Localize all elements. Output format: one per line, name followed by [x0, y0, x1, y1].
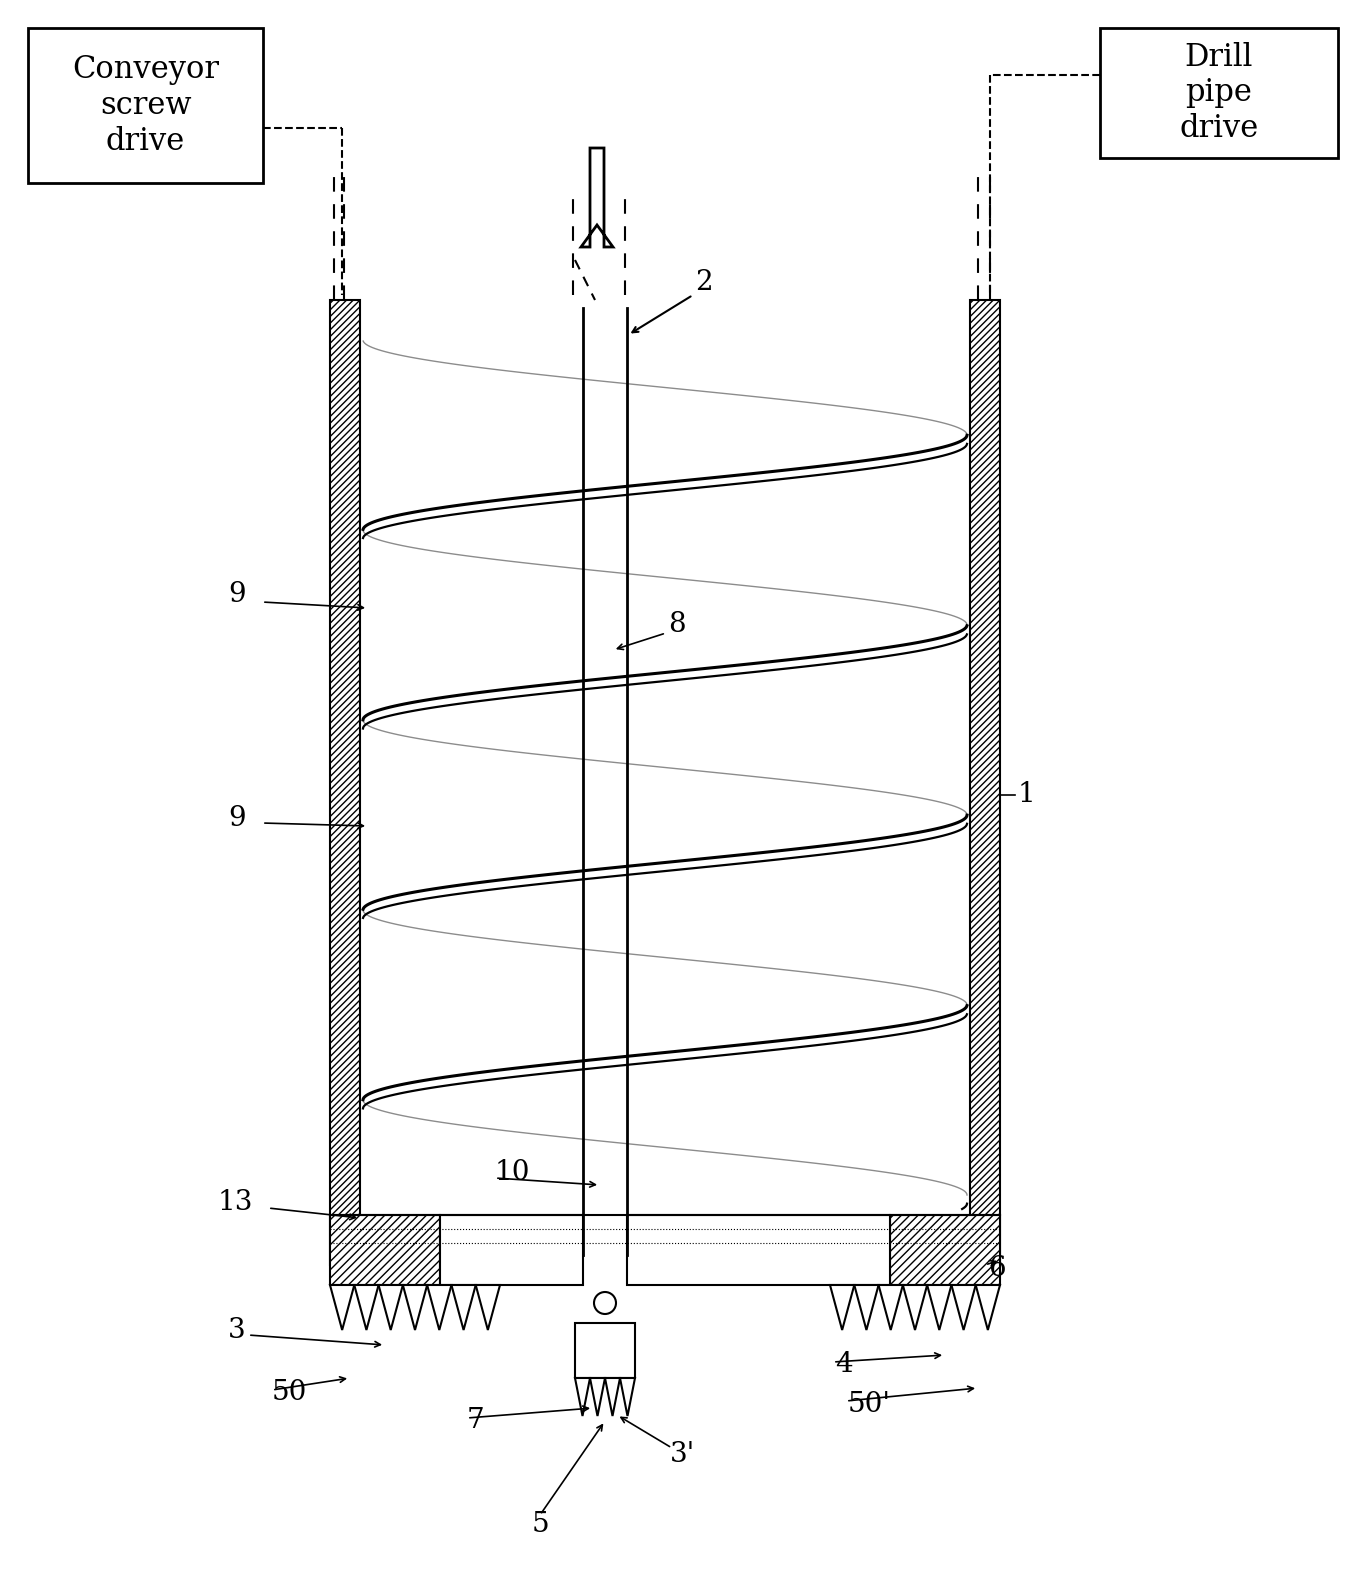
Bar: [440, 1214, 583, 1285]
Text: 10: 10: [494, 1158, 530, 1186]
Bar: [891, 1214, 1000, 1285]
Polygon shape: [928, 1285, 952, 1331]
Polygon shape: [354, 1285, 378, 1331]
Text: 6: 6: [988, 1255, 1005, 1282]
Polygon shape: [428, 1285, 451, 1331]
Bar: [331, 300, 361, 1265]
Text: 5: 5: [531, 1511, 549, 1539]
Text: 9: 9: [228, 805, 246, 832]
Bar: [575, 1323, 635, 1378]
Polygon shape: [878, 1285, 903, 1331]
Polygon shape: [378, 1285, 403, 1331]
Polygon shape: [952, 1285, 975, 1331]
Polygon shape: [575, 1378, 590, 1415]
Polygon shape: [975, 1285, 1000, 1331]
Polygon shape: [605, 1378, 620, 1415]
Text: 9: 9: [228, 582, 246, 609]
Polygon shape: [620, 1378, 635, 1415]
Bar: [970, 300, 1000, 1265]
Polygon shape: [590, 1378, 605, 1415]
Bar: [331, 1214, 440, 1285]
Text: 7: 7: [467, 1406, 485, 1434]
Text: 50: 50: [272, 1379, 307, 1406]
Text: 4: 4: [835, 1351, 852, 1379]
Bar: [1100, 28, 1339, 158]
Circle shape: [594, 1291, 616, 1313]
Text: 13: 13: [219, 1188, 253, 1216]
Text: 3: 3: [228, 1316, 246, 1343]
Polygon shape: [475, 1285, 500, 1331]
Text: 2: 2: [695, 268, 713, 295]
Text: 3': 3': [669, 1442, 695, 1469]
Bar: [627, 1214, 891, 1285]
Polygon shape: [831, 1285, 854, 1331]
Polygon shape: [451, 1285, 475, 1331]
Text: 50': 50': [848, 1392, 891, 1418]
Polygon shape: [854, 1285, 878, 1331]
Text: Drill
pipe
drive: Drill pipe drive: [1179, 42, 1258, 144]
Text: 8: 8: [668, 612, 686, 639]
Polygon shape: [403, 1285, 428, 1331]
Text: 1: 1: [1018, 781, 1035, 808]
Polygon shape: [581, 147, 613, 246]
Polygon shape: [331, 1285, 354, 1331]
Polygon shape: [903, 1285, 928, 1331]
Text: Conveyor
screw
drive: Conveyor screw drive: [72, 55, 219, 157]
Bar: [27, 28, 264, 184]
